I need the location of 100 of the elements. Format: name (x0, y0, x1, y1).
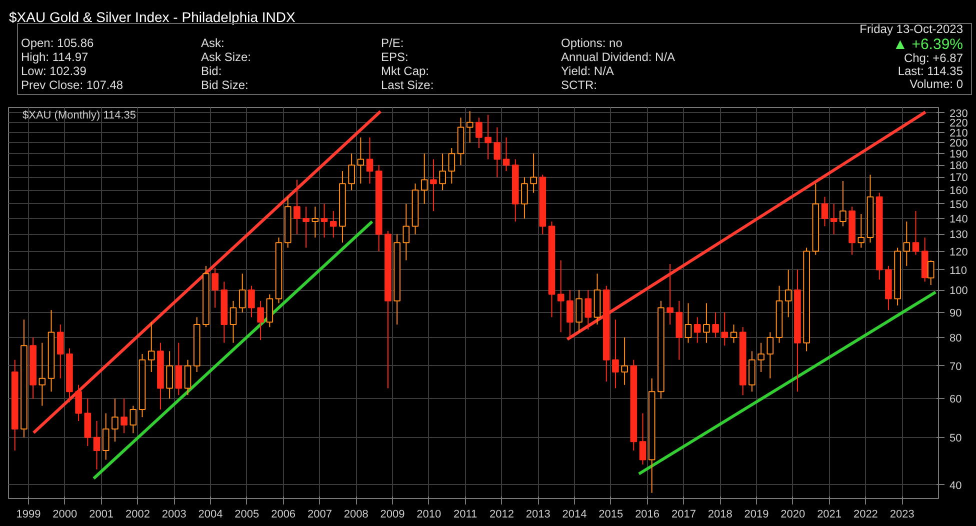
candlestick (238, 273, 246, 313)
candlestick (912, 210, 920, 256)
text: Yield: N/A (561, 63, 614, 80)
candlestick (666, 264, 674, 326)
candlestick (75, 384, 82, 422)
text: Prev Close: 107.48 (21, 77, 124, 94)
candlestick (430, 158, 437, 212)
x-tick-label: 2010 (416, 508, 442, 520)
candlestick (357, 136, 364, 184)
x-tick-label: 2017 (671, 508, 696, 520)
y-tick-label: 120 (950, 246, 968, 258)
text: Ask Size: (201, 49, 252, 66)
text: High: 114.97 (21, 50, 88, 66)
text: Last: 114.35 (898, 64, 963, 79)
x-tick-label: 2000 (52, 508, 78, 520)
y-tick-label: 70 (950, 360, 962, 373)
candlestick (366, 136, 374, 184)
candlestick (38, 342, 46, 406)
text: Ask: (201, 35, 224, 52)
text: Open: 105.86 (21, 35, 94, 52)
text: SCTR: (561, 77, 597, 94)
x-tick-label: 2012 (489, 508, 514, 520)
candlestick (639, 412, 646, 466)
y-tick-label: 230 (950, 108, 968, 120)
candlestick (230, 300, 237, 344)
text: EPS: (381, 49, 408, 66)
y-tick-label: 140 (950, 213, 968, 226)
candlestick (830, 203, 838, 235)
text: Volume: 0 (910, 76, 963, 93)
y-tick-label: 180 (950, 160, 968, 172)
x-tick-label: 2019 (744, 508, 769, 520)
candlestick (93, 420, 100, 470)
text: Options: no (561, 35, 622, 52)
annotation: $XAU (Monthly) 114.35 (22, 110, 136, 122)
text: Last Size: (381, 78, 434, 94)
x-tick-label: 2014 (562, 508, 587, 520)
y-tick-label: 50 (950, 432, 962, 444)
candlestick (684, 302, 692, 344)
x-tick-label: 2005 (234, 508, 260, 520)
x-tick-label: 2002 (125, 508, 150, 520)
candlestick (248, 285, 255, 318)
candlestick (840, 180, 846, 227)
candlestick (521, 176, 528, 219)
candlestick (312, 206, 319, 238)
candlestick (130, 405, 137, 434)
candlestick (439, 153, 446, 191)
candlestick (448, 148, 456, 184)
candlestick (703, 302, 710, 344)
y-tick-label: 220 (950, 117, 968, 130)
candlestick (903, 221, 910, 266)
y-tick-label: 190 (950, 148, 968, 161)
x-tick-label: 2011 (453, 508, 478, 520)
candlestick (175, 342, 182, 396)
text: ▲ +6.39% (892, 36, 963, 53)
x-tick-label: 2013 (526, 508, 550, 520)
x-tick-label: 2018 (708, 508, 732, 520)
candlestick (212, 267, 218, 308)
candlestick (927, 260, 934, 286)
y-tick-label: 210 (950, 127, 968, 140)
x-tick-label: 2015 (598, 508, 624, 520)
candlestick (102, 412, 110, 460)
x-tick-label: 2004 (198, 508, 223, 520)
candlestick (730, 324, 738, 344)
x-tick-label: 2007 (307, 508, 332, 520)
candlestick (484, 114, 492, 160)
x-tick-label: 2001 (89, 508, 114, 520)
candlestick (584, 290, 592, 330)
x-tick-label: 2023 (890, 508, 914, 520)
x-tick-label: 2006 (271, 508, 296, 520)
candlestick (758, 342, 764, 372)
candlestick (302, 206, 310, 248)
candlestick (166, 350, 173, 400)
y-tick-label: 130 (950, 229, 968, 242)
title: $XAU Gold & Silver Index - Philadelphia INDX (9, 8, 296, 27)
y-tick-label: 200 (950, 138, 968, 150)
y-tick-label: 40 (950, 480, 962, 492)
x-tick-label: 2009 (380, 508, 405, 520)
y-tick-label: 150 (950, 198, 968, 211)
candlestick (576, 290, 582, 333)
candlestick (348, 153, 355, 191)
candlestick (148, 322, 155, 372)
candlestick (184, 359, 192, 396)
candlestick (694, 316, 701, 344)
y-tick-label: 170 (950, 172, 968, 184)
y-tick-label: 60 (950, 394, 962, 406)
candlestick (320, 203, 328, 238)
candlestick (476, 117, 482, 149)
candlestick (257, 300, 264, 341)
text: P/E: (381, 35, 404, 52)
candlestick (120, 398, 128, 434)
text: Annual Dividend: N/A (561, 50, 676, 66)
x-tick-label: 2021 (817, 508, 842, 520)
candlestick (566, 290, 574, 338)
x-tick-label: 2008 (344, 508, 368, 520)
x-tick-label: 2020 (780, 508, 806, 520)
candlestick (721, 312, 728, 346)
candlestick (621, 336, 628, 386)
text: Bid Size: (201, 77, 248, 94)
candlestick (766, 332, 774, 379)
y-tick-label: 160 (950, 185, 968, 198)
